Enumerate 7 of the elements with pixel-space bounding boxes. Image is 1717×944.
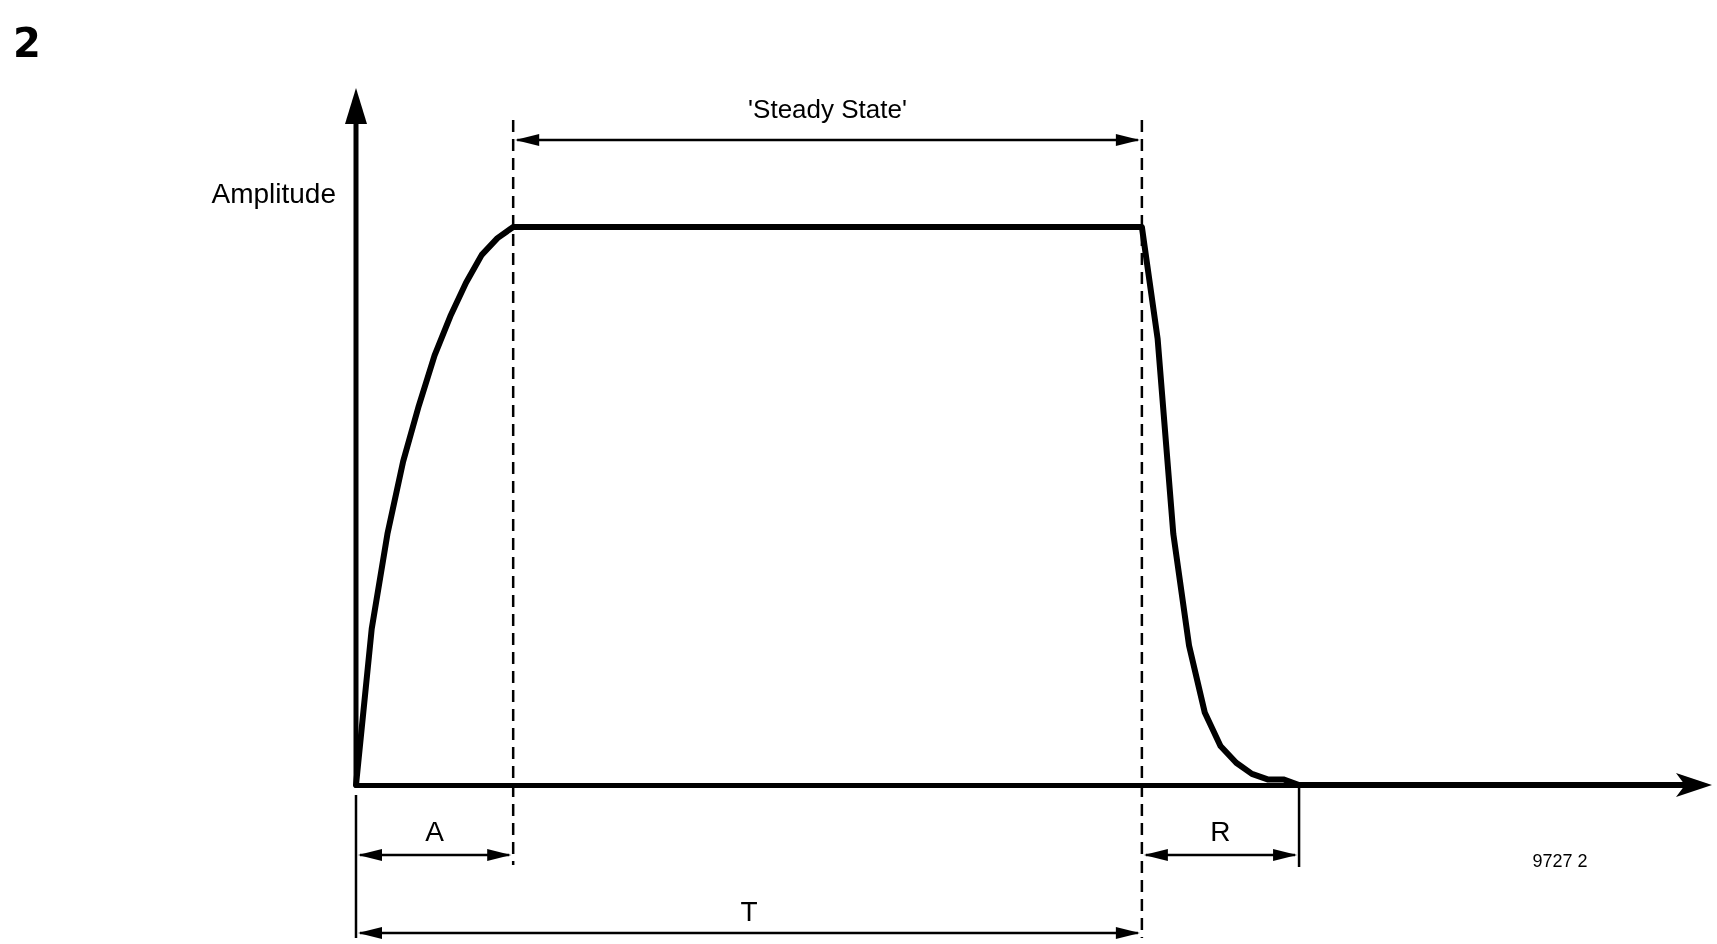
text: 2 (13, 20, 41, 66)
text: 9727 2 (1532, 851, 1588, 871)
text: T (740, 896, 758, 927)
text: 'Steady State' (748, 94, 907, 124)
text: R (1210, 816, 1231, 847)
y-axis-title: Amplitude (211, 178, 336, 209)
text: A (425, 816, 445, 847)
